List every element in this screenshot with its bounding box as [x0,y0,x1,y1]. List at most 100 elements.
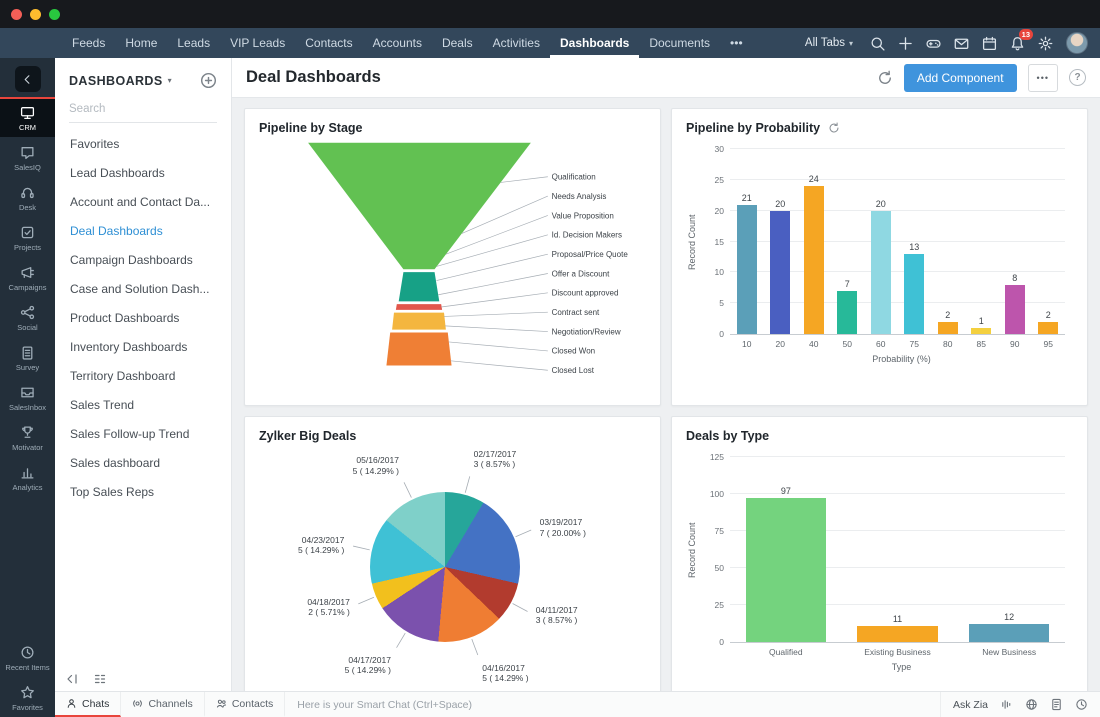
pie-slice-label: 04/16/2017 5 ( 14.29% ) [482,662,529,684]
nav-tab-leads[interactable]: Leads [177,35,211,50]
sidebar-item-account-and-contact-da[interactable]: Account and Contact Da... [70,194,211,209]
bar[interactable] [968,624,1050,642]
bar[interactable] [736,204,757,334]
rail-item-favorites[interactable]: Favorites [0,677,55,717]
refresh-icon[interactable] [877,70,893,86]
bar[interactable] [857,625,938,642]
window-zoom-button[interactable] [49,8,60,20]
nav-tab-activities[interactable]: Activities [492,35,540,50]
bar[interactable] [1038,321,1059,334]
nav-tab-vip-leads[interactable]: VIP Leads [230,35,286,50]
plus-icon[interactable] [898,36,913,51]
bar[interactable] [1004,284,1025,334]
chart-title: Zylker Big Deals [259,429,357,443]
x-axis-label: Probability (%) [872,354,931,364]
rail-item-recent-items[interactable]: Recent Items [0,637,55,677]
sidebar-item-sales-dashboard[interactable]: Sales dashboard [70,455,161,470]
sidebar-item-campaign-dashboards[interactable]: Campaign Dashboards [70,252,193,267]
add-component-button[interactable]: Add Component [903,63,1017,92]
rail-item-social[interactable]: Social [0,297,55,337]
app-switcher-button[interactable] [14,66,41,92]
mail-icon[interactable] [954,36,969,51]
nav-tab-accounts[interactable]: Accounts [372,35,422,50]
funnel-leader-line [443,311,548,317]
ask-zia-button[interactable]: Ask Zia [952,698,988,711]
rail-item-analytics[interactable]: Analytics [0,457,55,497]
sidebar-item-product-dashboards[interactable]: Product Dashboards [70,310,180,325]
pie[interactable] [369,492,520,642]
translate-icon[interactable] [1025,698,1038,711]
nav-tab-home[interactable]: Home [125,35,158,50]
add-dashboard-icon[interactable] [200,72,217,89]
bar[interactable] [870,210,891,334]
nav-tab-deals[interactable]: Deals [441,35,473,50]
rail-item-desk[interactable]: Desk [0,177,55,217]
help-button[interactable]: ? [1069,69,1086,86]
smart-chat-input[interactable] [285,692,940,717]
sidebar-item-sales-follow-up-trend[interactable]: Sales Follow-up Trend [70,426,190,441]
rail-item-motivator[interactable]: Motivator [0,417,55,457]
game-icon[interactable] [926,36,941,51]
document-icon[interactable] [1050,698,1063,711]
rail-item-crm[interactable]: CRM [0,97,55,137]
bar[interactable] [745,498,827,642]
sidebar-item-lead-dashboards[interactable]: Lead Dashboards [70,165,165,180]
rail-item-label: Motivator [12,443,43,452]
search-input[interactable] [69,99,217,123]
nav-tab-feeds[interactable]: Feeds [72,35,106,50]
sidebar-item-sales-trend[interactable]: Sales Trend [70,397,135,412]
chat-bar: Chats Channels Contacts Ask Zia [55,691,1100,717]
bars: 21 20 24 7 20 13 2 1 8 2 [730,149,1065,334]
zia-voice-icon[interactable] [1000,698,1013,711]
bar[interactable] [937,321,958,334]
nav-tab-more-tabs[interactable]: ••• [730,35,743,50]
window-close-button[interactable] [11,8,22,20]
sidebar-item-inventory-dashboards[interactable]: Inventory Dashboards [70,339,188,354]
rail-item-salesinbox[interactable]: SalesInbox [0,377,55,417]
funnel-segment[interactable] [386,332,452,366]
funnel-segment[interactable] [395,304,443,310]
bar[interactable] [803,186,824,334]
more-options-button[interactable]: ••• [1027,63,1058,92]
bar[interactable] [971,327,992,334]
history-icon[interactable] [1075,698,1088,711]
nav-tab-documents[interactable]: Documents [649,35,711,50]
rail-item-salesiq[interactable]: SalesIQ [0,137,55,177]
calendar-icon[interactable] [982,36,997,51]
avatar[interactable] [1066,32,1088,54]
window-minimize-button[interactable] [30,8,41,20]
nav-tab-dashboards[interactable]: Dashboards [549,28,640,58]
bell-icon[interactable]: 13 [1010,28,1033,51]
chat-tab-contacts[interactable]: Contacts [205,692,286,717]
collapse-sidebar-icon[interactable] [65,672,79,686]
bar[interactable] [770,210,791,334]
funnel-segment[interactable] [308,142,531,270]
list-view-icon[interactable] [93,672,107,686]
person-icon [66,698,77,709]
all-tabs-dropdown[interactable]: All Tabs ▾ [805,37,853,49]
chat-tab-channels[interactable]: Channels [121,692,205,717]
sidebar-item-favorites[interactable]: Favorites [70,136,120,151]
survey-icon [20,345,35,360]
bar[interactable] [837,290,858,334]
rail-item-projects[interactable]: Projects [0,217,55,257]
sidebar-item-case-and-solution-dash[interactable]: Case and Solution Dash... [70,281,210,296]
chat-tab-label: Contacts [231,697,274,710]
funnel-segment[interactable] [398,272,440,302]
rail-item-survey[interactable]: Survey [0,337,55,377]
sidebar-item-top-sales-reps[interactable]: Top Sales Reps [70,484,155,499]
bar[interactable] [904,253,925,334]
sidebar-title-caret-icon[interactable]: ▾ [167,76,172,85]
sidebar-item-deal-dashboards[interactable]: Deal Dashboards [70,223,163,238]
bars: 97 11 12 [730,457,1065,642]
refresh-icon[interactable] [828,122,840,134]
bar-value-label: 7 [844,278,850,289]
rail-item-campaigns[interactable]: Campaigns [0,257,55,297]
chat-tab-chats[interactable]: Chats [55,692,122,717]
funnel-segment[interactable] [392,312,446,330]
gear-icon[interactable] [1038,36,1053,51]
funnel-stage-label: Closed Won [552,347,596,356]
sidebar-item-territory-dashboard[interactable]: Territory Dashboard [70,368,176,383]
search-icon[interactable] [870,36,885,51]
nav-tab-contacts[interactable]: Contacts [305,35,353,50]
